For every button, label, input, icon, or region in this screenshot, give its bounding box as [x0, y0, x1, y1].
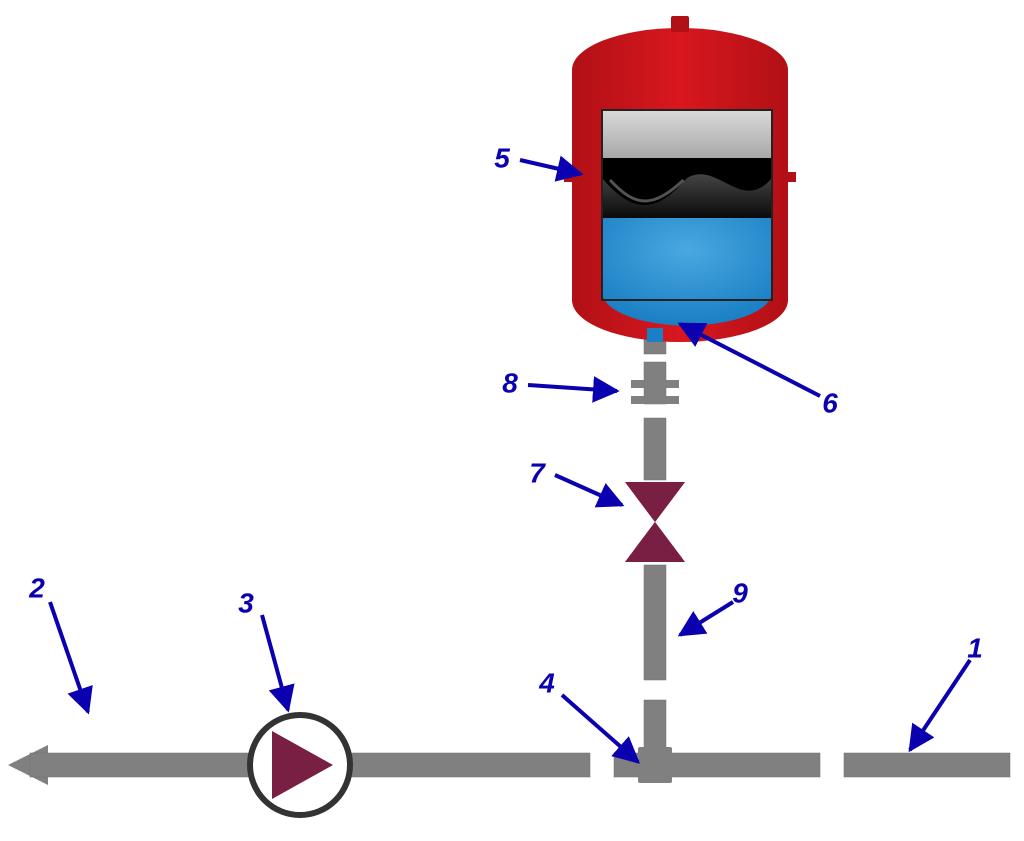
callout-arrow: [528, 385, 617, 391]
diagram-canvas: 1 2 3 4 5 6 7 8 9: [0, 0, 1024, 841]
flange-lower: [631, 396, 679, 404]
callout-label: 8: [502, 367, 518, 398]
tank-seam-right: [786, 172, 796, 182]
callout-arrow: [562, 695, 638, 762]
callout-arrow: [910, 660, 970, 750]
callout-arrow: [262, 615, 288, 710]
riser-pipe-segment: [644, 565, 666, 680]
valve-bottom-triangle: [625, 522, 685, 562]
tank-nozzle: [647, 328, 663, 344]
main-pipe-segment: [844, 753, 1010, 777]
callout-arrow: [680, 324, 820, 396]
callout-arrow: [520, 160, 581, 174]
tank-outlet-pipe: [644, 342, 666, 350]
callout-label: 7: [529, 457, 546, 488]
riser-pipe-segment: [644, 418, 666, 480]
callout-label: 5: [494, 142, 510, 173]
callout-label: 2: [28, 572, 45, 603]
tee-fitting: [638, 747, 672, 783]
tank-air-valve: [671, 16, 689, 32]
callout-label: 3: [238, 587, 254, 618]
callout-label: 9: [732, 577, 748, 608]
tank-water: [602, 218, 772, 326]
tank-top-cap: [572, 28, 788, 112]
callout-arrow: [50, 602, 88, 712]
callout-label: 6: [822, 387, 838, 418]
callout-label: 4: [538, 667, 555, 698]
callout-arrow: [680, 602, 733, 635]
tank-air-chamber: [602, 110, 772, 158]
callout-label: 1: [967, 632, 983, 663]
valve-top-triangle: [625, 482, 685, 522]
callout-arrow: [555, 475, 622, 505]
flange-upper: [631, 380, 679, 388]
